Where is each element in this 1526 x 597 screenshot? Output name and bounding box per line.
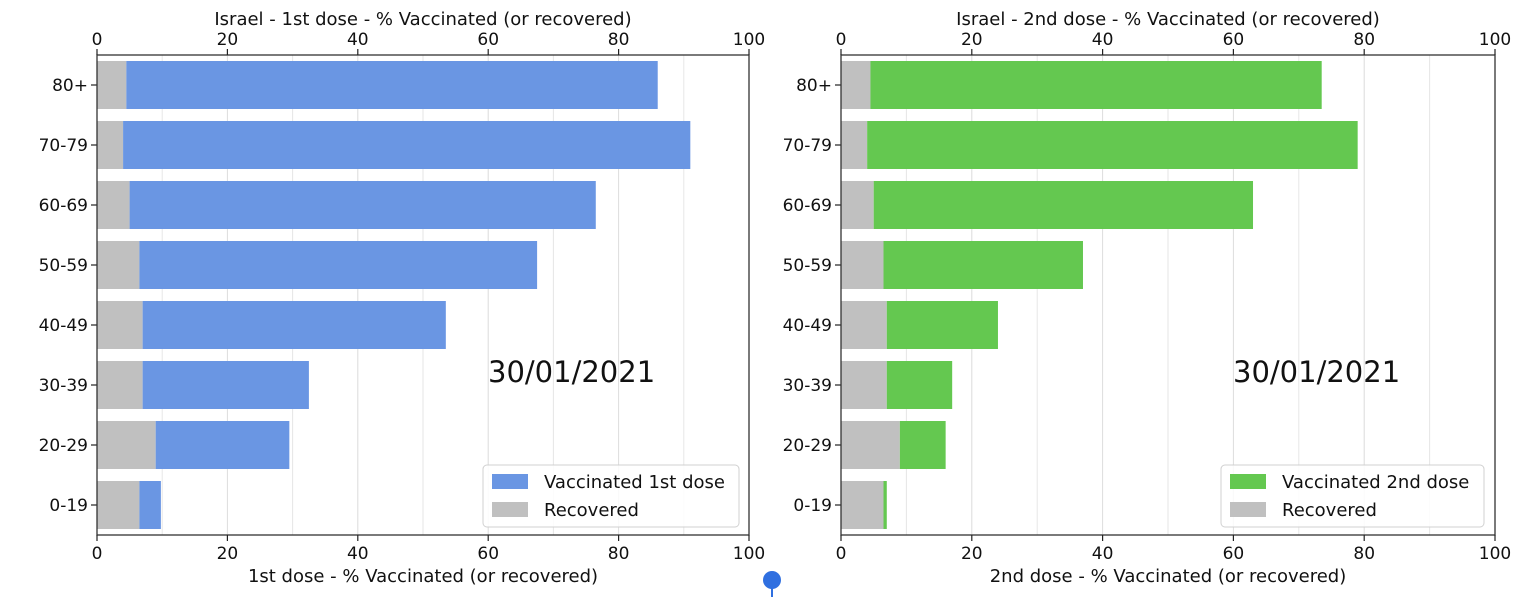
bar-vaccinated-1st-dose — [129, 181, 596, 229]
bar-recovered — [97, 361, 143, 409]
bar-vaccinated-2nd-dose — [883, 481, 887, 529]
bar-recovered — [841, 481, 884, 529]
bar-vaccinated-2nd-dose — [886, 361, 953, 409]
x-tick-label-top: 20 — [961, 30, 983, 50]
bar-recovered — [97, 181, 130, 229]
marker-pin — [763, 571, 781, 597]
legend-swatch — [1230, 502, 1266, 517]
y-tick-label: 40-49 — [783, 316, 832, 336]
y-tick-label: 0-19 — [793, 496, 832, 516]
y-tick-label: 30-39 — [783, 376, 832, 396]
x-tick-label-top: 60 — [477, 30, 499, 50]
y-tick-label: 80+ — [52, 76, 88, 96]
x-tick-label: 100 — [1479, 544, 1511, 564]
y-tick-label: 0-19 — [49, 496, 88, 516]
bar-vaccinated-1st-dose — [142, 301, 446, 349]
bar-vaccinated-2nd-dose — [873, 181, 1254, 229]
y-tick-label: 60-69 — [39, 196, 88, 216]
bar-recovered — [841, 361, 887, 409]
x-tick-label-top: 80 — [608, 30, 630, 50]
y-tick-label: 50-59 — [39, 256, 88, 276]
x-tick-label: 100 — [733, 544, 765, 564]
bar-recovered — [97, 241, 140, 289]
chart-panel-2nd-dose: Israel - 2nd dose - % Vaccinated (or rec… — [783, 9, 1512, 587]
bar-recovered — [841, 181, 874, 229]
x-tick-label: 40 — [347, 544, 369, 564]
y-tick-label: 30-39 — [39, 376, 88, 396]
x-tick-label: 80 — [608, 544, 630, 564]
marker-pin-dot — [763, 571, 781, 589]
bar-vaccinated-2nd-dose — [883, 241, 1083, 289]
bar-recovered — [841, 301, 887, 349]
y-tick-label: 70-79 — [783, 136, 832, 156]
date-annotation: 30/01/2021 — [1233, 355, 1400, 389]
bar-recovered — [841, 241, 884, 289]
y-tick-label: 60-69 — [783, 196, 832, 216]
chart-title: Israel - 2nd dose - % Vaccinated (or rec… — [956, 9, 1380, 30]
legend-box — [482, 464, 740, 528]
bar-recovered — [97, 121, 124, 169]
x-tick-label: 60 — [1223, 544, 1245, 564]
x-tick-label: 60 — [477, 544, 499, 564]
bar-vaccinated-1st-dose — [126, 61, 658, 109]
legend-label: Recovered — [1282, 500, 1377, 521]
bar-recovered — [841, 421, 900, 469]
legend-label: Vaccinated 1st dose — [544, 472, 725, 493]
bar-recovered — [97, 301, 143, 349]
x-tick-label-top: 20 — [217, 30, 239, 50]
bar-vaccinated-2nd-dose — [867, 121, 1358, 169]
x-tick-label-top: 60 — [1223, 30, 1245, 50]
bar-recovered — [97, 481, 140, 529]
plot-frame — [840, 54, 1496, 536]
chart-title: Israel - 1st dose - % Vaccinated (or rec… — [214, 9, 631, 30]
y-tick-label: 20-29 — [783, 436, 832, 456]
x-tick-label-top: 80 — [1353, 30, 1375, 50]
legend: Vaccinated 2nd dose Recovered — [1220, 464, 1485, 528]
legend-swatch — [492, 474, 528, 489]
x-tick-label-top: 100 — [733, 30, 765, 50]
bar-recovered — [97, 61, 127, 109]
y-tick-label: 80+ — [796, 76, 832, 96]
x-axis-label: 1st dose - % Vaccinated (or recovered) — [248, 566, 598, 587]
bar-vaccinated-2nd-dose — [899, 421, 946, 469]
legend-swatch — [1230, 474, 1266, 489]
x-tick-label: 0 — [92, 544, 103, 564]
x-tick-label: 0 — [836, 544, 847, 564]
plot-frame — [96, 54, 750, 536]
x-tick-label: 20 — [961, 544, 983, 564]
bar-recovered — [841, 61, 871, 109]
chart-panel-1st-dose: Israel - 1st dose - % Vaccinated (or rec… — [39, 9, 766, 587]
x-tick-label-top: 0 — [836, 30, 847, 50]
x-tick-label-top: 40 — [347, 30, 369, 50]
legend-label: Recovered — [544, 500, 639, 521]
bar-vaccinated-1st-dose — [139, 481, 161, 529]
legend-swatch — [492, 502, 528, 517]
y-tick-label: 40-49 — [39, 316, 88, 336]
x-tick-label: 20 — [217, 544, 239, 564]
bar-vaccinated-2nd-dose — [886, 301, 998, 349]
bar-recovered — [97, 421, 156, 469]
bar-vaccinated-1st-dose — [155, 421, 290, 469]
x-tick-label: 80 — [1353, 544, 1375, 564]
bar-vaccinated-1st-dose — [142, 361, 309, 409]
bar-recovered — [841, 121, 868, 169]
legend-label: Vaccinated 2nd dose — [1282, 472, 1469, 493]
x-tick-label-top: 40 — [1092, 30, 1114, 50]
y-tick-label: 50-59 — [783, 256, 832, 276]
date-annotation: 30/01/2021 — [488, 355, 655, 389]
x-tick-label: 40 — [1092, 544, 1114, 564]
x-tick-label-top: 100 — [1479, 30, 1511, 50]
bar-vaccinated-1st-dose — [139, 241, 538, 289]
y-tick-label: 20-29 — [39, 436, 88, 456]
legend: Vaccinated 1st dose Recovered — [482, 464, 740, 528]
x-axis-label: 2nd dose - % Vaccinated (or recovered) — [990, 566, 1347, 587]
bar-vaccinated-1st-dose — [123, 121, 691, 169]
legend-box — [1220, 464, 1485, 528]
y-tick-label: 70-79 — [39, 136, 88, 156]
x-tick-label-top: 0 — [92, 30, 103, 50]
bar-vaccinated-2nd-dose — [870, 61, 1322, 109]
